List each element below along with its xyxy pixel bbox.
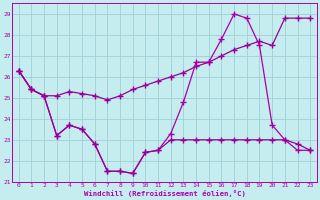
- X-axis label: Windchill (Refroidissement éolien,°C): Windchill (Refroidissement éolien,°C): [84, 190, 245, 197]
